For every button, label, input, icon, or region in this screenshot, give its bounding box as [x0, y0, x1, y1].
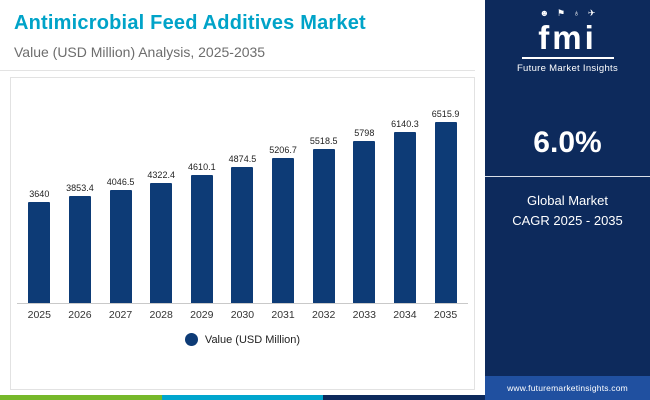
x-axis-labels: 2025 2026 2027 2028 2029 2030 2031 2032 2033 2034… [17, 309, 468, 321]
bar-group: 4322.4 [141, 170, 181, 303]
page-subtitle: Value (USD Million) Analysis, 2025-2035 [14, 44, 266, 60]
bar-group: 3640 [19, 189, 59, 303]
x-axis-tick-label: 2025 [27, 309, 51, 321]
website-url: www.futuremarketinsights.com [507, 383, 628, 393]
x-axis-tick-label: 2026 [68, 309, 92, 321]
bar-value-label: 4322.4 [147, 169, 175, 180]
bar [68, 195, 91, 303]
bar-group: 5798 [344, 128, 384, 303]
legend-label: Value (USD Million) [204, 333, 301, 346]
bar [393, 131, 416, 303]
logo-brand: fmi [538, 19, 597, 56]
x-axis-tick-label: 2030 [230, 309, 255, 321]
bar-chart: 3640 3853.4 4046.5 4322.4 4610.1 4874.5 5206.7… [10, 77, 475, 390]
x-axis-tick-label: 2031 [271, 309, 295, 321]
x-axis-tick-label: 2034 [393, 309, 417, 321]
bar-group: 5518.5 [304, 136, 344, 303]
people-icon: ☻ [539, 8, 550, 18]
chart-panel: Antimicrobial Feed Additives Market Valu… [0, 0, 486, 400]
cagr-value: 6.0% [533, 126, 602, 159]
bar-value-label: 5518.5 [309, 136, 338, 147]
legend-marker-icon [184, 333, 198, 346]
cagr-label-line2: CAGR 2025 - 2035 [512, 213, 623, 229]
plot-area: 3640 3853.4 4046.5 4322.4 4610.1 4874.5 5206.7… [17, 88, 468, 304]
bar-value-label: 4874.5 [228, 154, 257, 165]
strip-navy [323, 395, 486, 400]
bar-value-label: 5206.7 [269, 144, 297, 155]
header: Antimicrobial Feed Additives Market Valu… [0, 0, 475, 71]
strip-green [0, 395, 162, 400]
globe-icon: ♁ [573, 8, 580, 18]
bar [190, 174, 213, 303]
logo-subtext: Future Market Insights [516, 63, 619, 74]
logo-underline [521, 57, 614, 59]
bar-group: 4046.5 [101, 177, 141, 303]
bar-group: 6140.3 [385, 119, 425, 303]
bar [272, 157, 295, 303]
bar [353, 141, 376, 303]
website-bar: www.futuremarketinsights.com [485, 376, 650, 400]
bar-value-label: 4610.1 [188, 161, 216, 172]
x-axis-tick-label: 2029 [190, 309, 214, 321]
strip-teal [161, 395, 324, 400]
cagr-label-line1: Global Market [527, 193, 608, 208]
bar [312, 149, 335, 303]
bar [109, 190, 132, 303]
bar-value-label: 3640 [29, 188, 50, 199]
bar-group: 5206.7 [263, 145, 303, 303]
bar [28, 201, 51, 303]
bar-value-label: 6140.3 [391, 118, 419, 129]
bar-group: 4874.5 [222, 154, 262, 303]
sidebar-divider [485, 176, 650, 177]
cagr-label: Global Market CAGR 2025 - 2035 [512, 191, 623, 231]
bar [231, 167, 254, 303]
logo-icons: ☻ ⚑ ♁ ✈ [485, 8, 650, 20]
bottom-accent-strip [0, 395, 486, 400]
x-axis-tick-label: 2033 [352, 309, 376, 321]
bar-value-label: 3853.4 [66, 182, 94, 193]
bar-group: 4610.1 [182, 162, 222, 303]
bar-group: 6515.9 [426, 108, 466, 303]
x-axis-tick-label: 2035 [433, 309, 458, 321]
sidebar: ☻ ⚑ ♁ ✈ fmi Future Market Insights 6.0% Glo… [485, 0, 650, 400]
page-title: Antimicrobial Feed Additives Market [14, 12, 366, 34]
flag-icon: ⚑ [557, 8, 566, 18]
bar-value-label: 5798 [354, 128, 375, 139]
bar [434, 121, 457, 303]
x-axis-tick-label: 2028 [149, 309, 173, 321]
x-axis-tick-label: 2032 [312, 309, 336, 321]
bar [150, 182, 173, 303]
bar-value-label: 4046.5 [106, 177, 135, 188]
x-axis-tick-label: 2027 [108, 309, 133, 321]
legend: Value (USD Million) [17, 333, 468, 346]
plane-icon: ✈ [587, 8, 596, 18]
bar-value-label: 6515.9 [431, 108, 460, 119]
bar-group: 3853.4 [60, 183, 100, 303]
fmi-logo: ☻ ⚑ ♁ ✈ fmi Future Market Insights [485, 0, 650, 74]
